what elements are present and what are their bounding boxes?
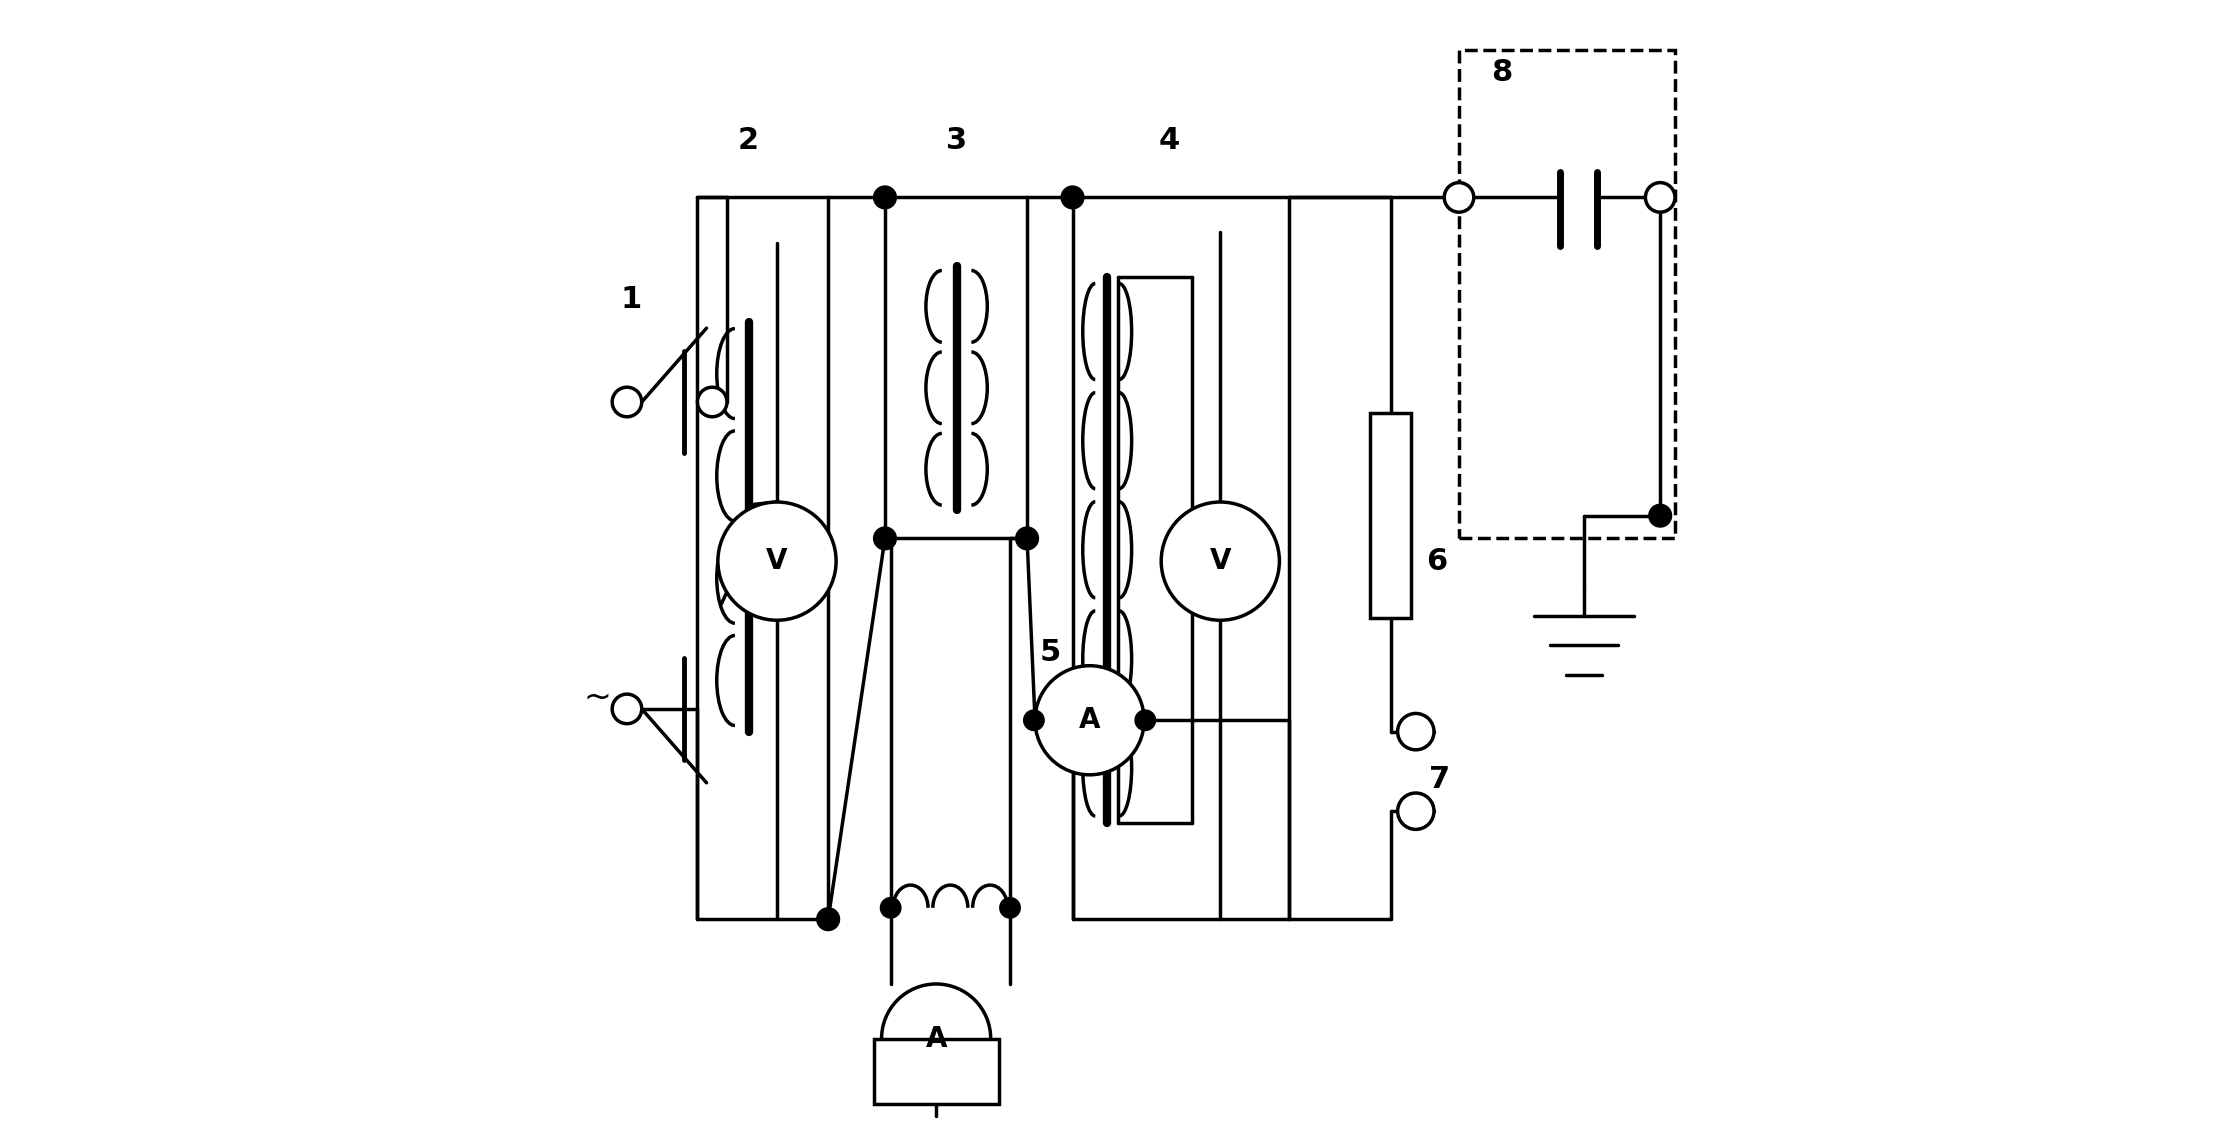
Circle shape: [881, 984, 991, 1093]
Bar: [874, 1039, 999, 1105]
Circle shape: [1035, 665, 1145, 775]
Text: 1: 1: [622, 285, 642, 314]
Circle shape: [1015, 527, 1038, 550]
Text: 7: 7: [1429, 765, 1451, 793]
Circle shape: [881, 898, 901, 918]
Circle shape: [1136, 710, 1156, 731]
Bar: [1371, 413, 1411, 618]
Circle shape: [999, 898, 1020, 918]
Circle shape: [1024, 710, 1044, 731]
Text: ~: ~: [584, 681, 610, 714]
Text: V: V: [1210, 547, 1232, 575]
Circle shape: [613, 694, 642, 724]
Text: A: A: [926, 1025, 946, 1052]
Circle shape: [698, 387, 727, 417]
Text: 2: 2: [738, 126, 760, 155]
Circle shape: [874, 527, 897, 550]
Circle shape: [1062, 185, 1084, 208]
Circle shape: [1398, 793, 1433, 829]
Circle shape: [816, 908, 838, 931]
Circle shape: [613, 387, 642, 417]
Text: 4: 4: [1158, 126, 1181, 155]
Circle shape: [1398, 713, 1433, 750]
Text: 5: 5: [1040, 638, 1060, 666]
Circle shape: [874, 185, 897, 208]
Text: A: A: [1078, 706, 1100, 734]
Text: V: V: [767, 547, 787, 575]
Circle shape: [1444, 182, 1474, 212]
Text: 6: 6: [1427, 546, 1447, 576]
Circle shape: [718, 502, 836, 621]
Bar: [1460, 49, 1675, 538]
Text: 3: 3: [946, 126, 968, 155]
Circle shape: [1160, 502, 1279, 621]
Circle shape: [1646, 182, 1675, 212]
Text: 8: 8: [1491, 58, 1514, 87]
Circle shape: [1648, 504, 1673, 527]
